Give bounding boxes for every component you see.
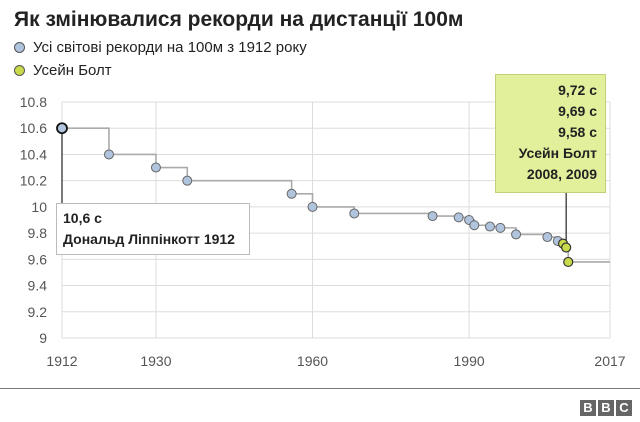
record-point bbox=[103, 149, 114, 160]
record-point bbox=[56, 122, 68, 135]
bbc-logo: B B C bbox=[580, 400, 632, 416]
legend-label-bolt: Усейн Болт bbox=[33, 62, 112, 79]
record-point bbox=[286, 188, 297, 199]
record-point bbox=[427, 211, 438, 222]
callout-lippincott-name: Дональд Ліппінкотт 1912 bbox=[63, 231, 235, 247]
y-tick-label: 9.6 bbox=[28, 251, 48, 267]
callout-bolt-line: 9,69 с bbox=[558, 103, 597, 119]
record-point bbox=[349, 208, 360, 219]
y-tick-label: 9.2 bbox=[28, 304, 48, 320]
callout-lippincott: 10,6 с Дональд Ліппінкотт 1912 bbox=[56, 203, 250, 255]
record-point bbox=[511, 229, 522, 240]
legend-item-bolt: Усейн Болт bbox=[14, 62, 112, 79]
record-point bbox=[307, 201, 318, 212]
record-point bbox=[182, 175, 193, 186]
record-point bbox=[469, 220, 480, 231]
legend-marker-all-records bbox=[14, 42, 25, 53]
record-point bbox=[542, 232, 553, 243]
y-tick-label: 10.8 bbox=[20, 94, 47, 110]
records-chart: 10.8 10.6 10.4 10.2 10 9.8 9.6 9.4 9.2 9 1912 1930 1… bbox=[20, 94, 626, 369]
x-tick-label: 2017 bbox=[594, 353, 625, 369]
record-point bbox=[495, 222, 506, 233]
record-point bbox=[484, 221, 495, 232]
bolt-point bbox=[563, 256, 574, 268]
y-tick-label: 9 bbox=[39, 330, 47, 346]
bolt-point bbox=[561, 242, 572, 253]
legend-marker-bolt bbox=[14, 65, 25, 76]
y-tick-label: 9.4 bbox=[28, 278, 48, 294]
callout-bolt-line: 9,72 с bbox=[558, 82, 597, 98]
bbc-letter: B bbox=[580, 400, 596, 416]
callout-lippincott-time: 10,6 с bbox=[63, 210, 102, 226]
chart-title: Як змінювалися рекорди на дистанції 100м bbox=[14, 8, 464, 31]
bbc-letter: B bbox=[598, 400, 614, 416]
callout-bolt-line: 2008, 2009 bbox=[526, 166, 597, 182]
legend-label-all-records: Усі світові рекорди на 100м з 1912 року bbox=[33, 39, 307, 56]
record-point bbox=[453, 212, 464, 223]
y-tick-label: 10.6 bbox=[20, 120, 47, 136]
footer-divider bbox=[0, 388, 640, 389]
x-tick-label: 1930 bbox=[140, 353, 171, 369]
y-tick-label: 10 bbox=[31, 199, 47, 215]
y-tick-label: 10.4 bbox=[20, 146, 47, 162]
y-tick-label: 10.2 bbox=[20, 173, 47, 189]
bbc-letter: C bbox=[616, 400, 632, 416]
record-point bbox=[150, 162, 161, 173]
x-tick-label: 1990 bbox=[454, 353, 485, 369]
y-tick-label: 9.8 bbox=[28, 225, 48, 241]
legend-item-all-records: Усі світові рекорди на 100м з 1912 року bbox=[14, 39, 307, 56]
x-tick-label: 1912 bbox=[46, 353, 77, 369]
x-tick-label: 1960 bbox=[297, 353, 328, 369]
callout-bolt: 9,72 с 9,69 с 9,58 с Усейн Болт 2008, 20… bbox=[495, 74, 606, 193]
callout-bolt-line: Усейн Болт bbox=[518, 145, 597, 161]
callout-bolt-line: 9,58 с bbox=[558, 124, 597, 140]
